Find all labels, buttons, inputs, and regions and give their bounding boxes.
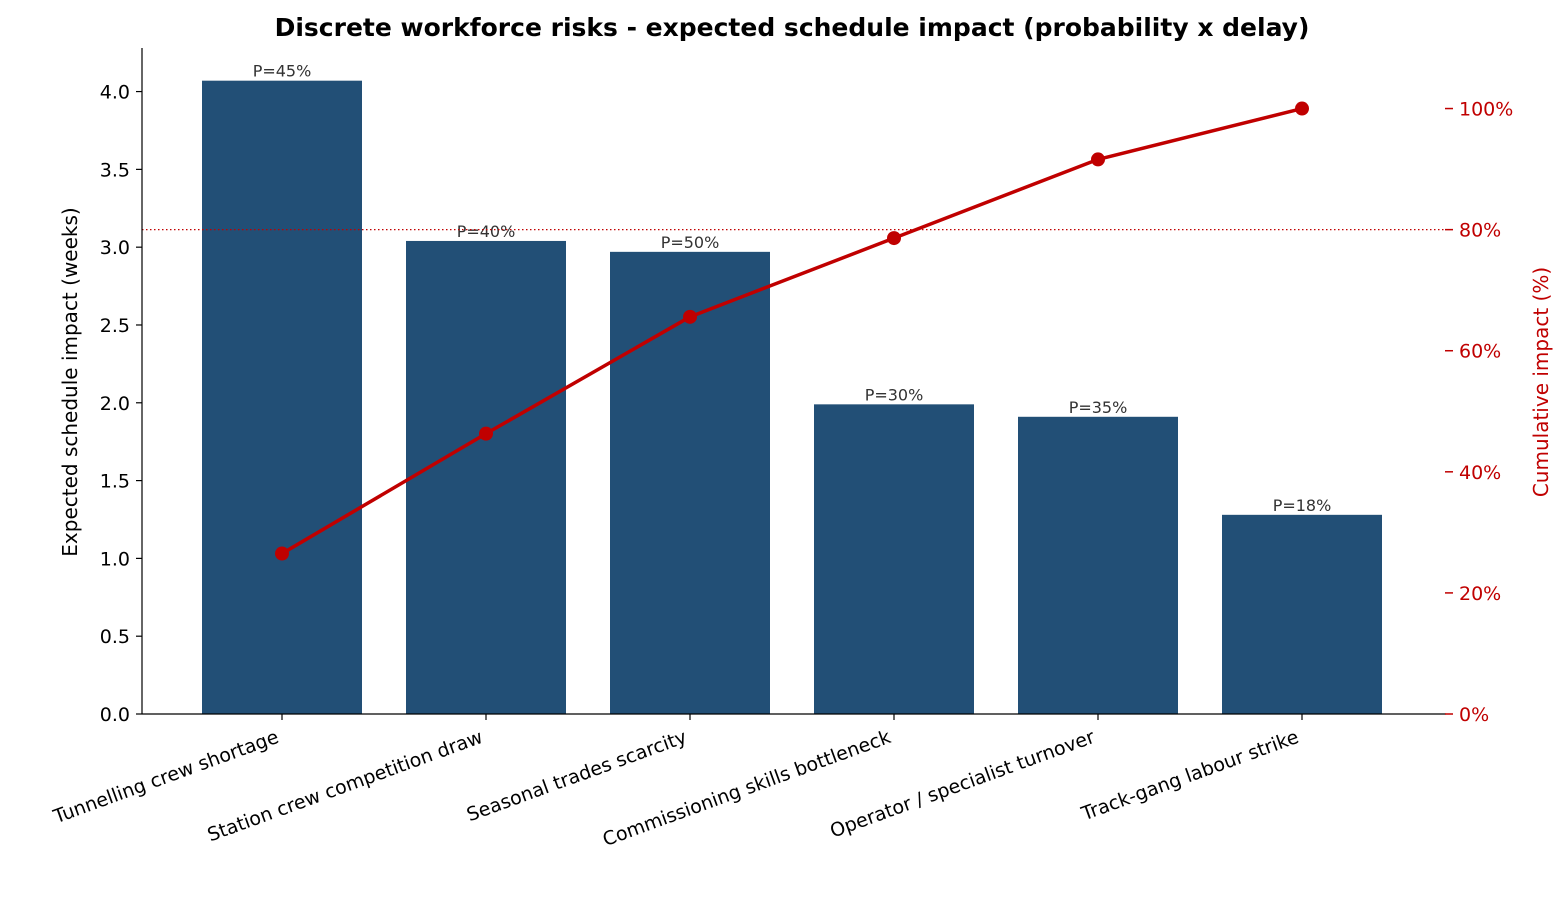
y-tick-label: 1.5 (100, 471, 130, 493)
left-axis-ticks: 0.0 0.5 1.0 1.5 2.0 2.5 3.0 3.5 4.0 (100, 82, 142, 726)
bar (610, 251, 770, 714)
cumulative-point (479, 426, 493, 441)
y-axis-label: Expected schedule impact (weeks) (58, 207, 82, 556)
bar (1018, 416, 1178, 714)
y-tick-label: 4.0 (100, 82, 130, 104)
bar (406, 240, 566, 714)
y2-tick-label: 20% (1459, 583, 1501, 605)
cumulative-line-series (275, 101, 1309, 561)
x-tick-label: Track-gang labour strike (1078, 726, 1302, 825)
y-tick-label: 0.0 (100, 704, 130, 726)
y2-axis-label: Cumulative impact (%) (1529, 267, 1553, 497)
chart-title: Discrete workforce risks - expected sche… (275, 13, 1310, 42)
cumulative-point (683, 309, 697, 324)
y2-tick-label: 40% (1459, 462, 1501, 484)
bar (1222, 514, 1382, 714)
cumulative-point (1091, 152, 1105, 167)
cumulative-point (887, 231, 901, 246)
y-tick-label: 1.0 (100, 548, 130, 570)
right-axis-ticks: 0% 20% 40% 60% 80% 100% (1445, 99, 1513, 726)
bar-probability-label: P=40% (457, 222, 516, 241)
cumulative-point (275, 546, 289, 561)
y-tick-label: 0.5 (100, 626, 130, 648)
y-tick-label: 3.5 (100, 159, 130, 181)
axes (141, 48, 1446, 715)
bar-probability-label: P=30% (865, 385, 924, 404)
cumulative-line (281, 106, 1303, 556)
y-tick-label: 3.0 (100, 237, 130, 259)
bar-data-labels: P=45% P=40% P=50% P=30% P=35% P=18% (253, 62, 1332, 515)
bar-probability-label: P=35% (1069, 398, 1128, 417)
y-tick-label: 2.0 (100, 393, 130, 415)
y-tick-label: 2.5 (100, 315, 130, 337)
bar-probability-label: P=18% (1273, 496, 1332, 515)
bar-probability-label: P=50% (661, 233, 720, 252)
cumulative-point (1295, 101, 1309, 116)
y2-tick-label: 0% (1459, 704, 1489, 726)
bar (202, 80, 362, 715)
bar-series (202, 80, 1382, 715)
bar (814, 404, 974, 714)
y2-tick-label: 100% (1459, 99, 1513, 121)
bar-probability-label: P=45% (253, 62, 312, 81)
y2-tick-label: 80% (1459, 220, 1501, 242)
y2-tick-label: 60% (1459, 341, 1501, 363)
